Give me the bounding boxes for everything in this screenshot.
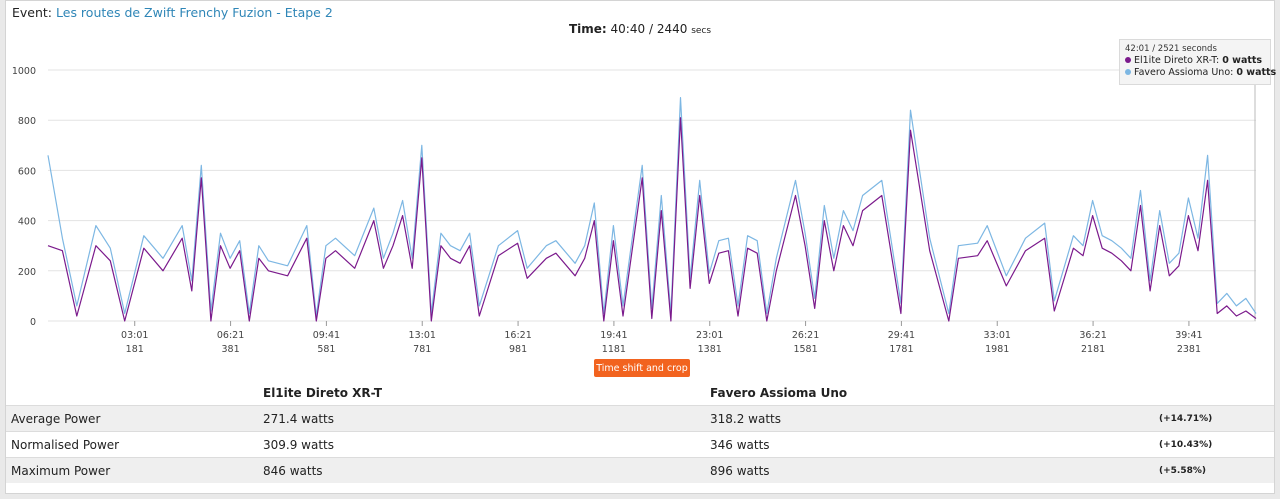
time-secs-unit: secs (691, 26, 712, 36)
x-tick-label-seconds: 381 (221, 344, 239, 355)
time-secs: 2440 (656, 22, 688, 36)
x-tick-label-time: 03:01 (121, 330, 148, 341)
x-tick-label-seconds: 1981 (985, 344, 1009, 355)
stats-header-metric (6, 381, 258, 406)
x-tick-label-time: 36:21 (1079, 330, 1106, 341)
tooltip-series1-label: El1ite Direto XR-T: (1134, 55, 1220, 66)
tooltip-series1-row: El1ite Direto XR-T: 0 watts (1125, 55, 1265, 67)
x-tick-label-seconds: 181 (126, 344, 144, 355)
stats-metric: Normalised Power (6, 431, 258, 458)
x-tick-label-seconds: 2381 (1177, 344, 1201, 355)
stats-metric: Average Power (6, 405, 258, 432)
x-tick-label-seconds: 781 (413, 344, 431, 355)
stats-metric: Maximum Power (6, 457, 258, 483)
x-tick-label-time: 23:01 (696, 330, 723, 341)
stats-header-device-a: El1ite Direto XR-T (263, 386, 383, 400)
event-link[interactable]: Les routes de Zwift Frenchy Fuzion - Eta… (56, 5, 333, 20)
x-tick-label-seconds: 1581 (793, 344, 817, 355)
x-tick-label-seconds: 981 (509, 344, 527, 355)
stats-header-diff (1154, 381, 1274, 406)
stats-value-b: 346 watts (705, 431, 1154, 458)
tooltip-separator: / (1152, 44, 1156, 54)
series2-dot-icon (1125, 69, 1131, 75)
y-tick-label: 200 (18, 267, 36, 278)
power-line-chart[interactable]: 0 200 400 600 800 1000 03:01 181 06:21 381 09:41 58… (6, 1, 1274, 361)
y-tick-label: 0 (30, 317, 36, 328)
y-tick-label: 800 (18, 116, 36, 127)
x-tick-label-time: 29:41 (888, 330, 915, 341)
x-tick-label-time: 33:01 (984, 330, 1011, 341)
event-prefix: Event: (12, 5, 53, 20)
tooltip-time: 42:01 (1125, 44, 1150, 54)
x-tick-label-seconds: 581 (317, 344, 335, 355)
x-tick-label-time: 39:41 (1175, 330, 1202, 341)
stats-value-a: 309.9 watts (258, 431, 705, 458)
tooltip-series2-row: Favero Assioma Uno: 0 watts (1125, 67, 1276, 79)
y-tick-label: 400 (18, 217, 36, 228)
tooltip-seconds-unit: seconds (1182, 44, 1217, 54)
x-tick-label-seconds: 1181 (602, 344, 626, 355)
time-shift-crop-button[interactable]: Time shift and crop (594, 359, 690, 377)
time-summary: Time: 40:40 / 2440 secs (6, 22, 1274, 36)
stats-header-row: El1ite Direto XR-T Favero Assioma Uno (6, 381, 1274, 406)
stats-value-b: 318.2 watts (705, 405, 1154, 432)
y-tick-label: 1000 (12, 66, 36, 77)
tooltip-time-row: 42:01 / 2521 seconds (1125, 43, 1265, 55)
series-elite-direto-line (47, 117, 1257, 322)
stats-row-normalised-power: Normalised Power 309.9 watts 346 watts (… (6, 431, 1274, 458)
time-separator: / (648, 22, 653, 36)
x-tick-label-time: 06:21 (217, 330, 244, 341)
x-tick-label-seconds: 1381 (698, 344, 722, 355)
x-tick-label-seconds: 2181 (1081, 344, 1105, 355)
x-tick-label-seconds: 1781 (889, 344, 913, 355)
stats-diff: (+14.71%) (1154, 405, 1274, 432)
x-tick-label-time: 09:41 (313, 330, 340, 341)
series-favero-assioma-line (47, 97, 1257, 317)
stats-value-b: 896 watts (705, 457, 1154, 483)
tooltip-series2-label: Favero Assioma Uno: (1134, 67, 1234, 78)
time-label: Time: (568, 22, 607, 36)
chart-tooltip: 42:01 / 2521 seconds El1ite Direto XR-T:… (1119, 39, 1276, 85)
x-tick-label-time: 16:21 (504, 330, 531, 341)
power-comparison-panel: Event: Les routes de Zwift Frenchy Fuzio… (5, 0, 1276, 494)
stats-value-a: 271.4 watts (258, 405, 705, 432)
stats-value-a: 846 watts (258, 457, 705, 483)
stats-diff: (+5.58%) (1154, 457, 1274, 483)
x-tick-label-time: 19:41 (600, 330, 627, 341)
power-stats-table: El1ite Direto XR-T Favero Assioma Uno Av… (6, 381, 1274, 483)
tooltip-series2-value: 0 watts (1236, 67, 1277, 78)
time-value: 40:40 (610, 22, 646, 36)
stats-row-average-power: Average Power 271.4 watts 318.2 watts (+… (6, 405, 1274, 432)
stats-row-maximum-power: Maximum Power 846 watts 896 watts (+5.58… (6, 457, 1274, 483)
series1-dot-icon (1125, 57, 1131, 63)
x-tick-label-time: 26:21 (792, 330, 819, 341)
stats-header-device-b: Favero Assioma Uno (710, 386, 848, 400)
x-tick-label-time: 13:01 (409, 330, 436, 341)
tooltip-seconds: 2521 (1157, 44, 1180, 54)
stats-diff: (+10.43%) (1154, 431, 1274, 458)
event-title: Event: Les routes de Zwift Frenchy Fuzio… (12, 5, 333, 20)
y-tick-label: 600 (18, 166, 36, 177)
tooltip-series1-value: 0 watts (1222, 55, 1263, 66)
